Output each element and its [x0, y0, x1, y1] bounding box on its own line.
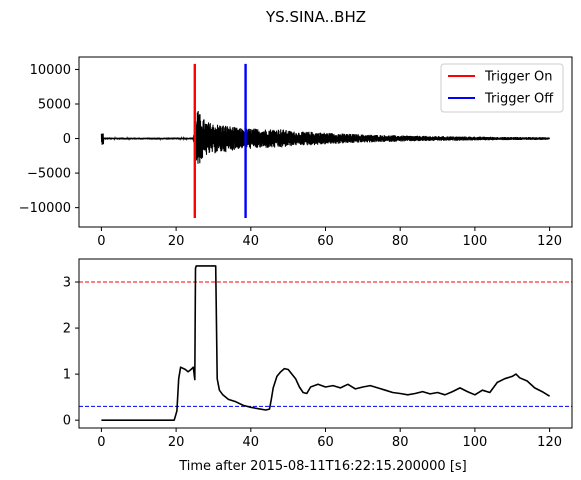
bottom-x-tick-label: 120 [537, 435, 562, 450]
bottom-x-tick-label: 40 [243, 435, 260, 450]
top-x-tick-label: 80 [392, 234, 409, 249]
bottom-y-tick-label: 1 [63, 368, 71, 383]
seismogram-trace-line [100, 110, 550, 164]
bottom-y-ticks: 0 1 2 3 [63, 276, 79, 429]
top-y-tick-label: −5000 [27, 167, 71, 182]
bottom-x-ticks: 0 20 40 60 80 100 120 [97, 428, 562, 450]
bottom-x-tick-label: 80 [392, 435, 409, 450]
top-y-ticks: −10000 −5000 0 5000 10000 [19, 63, 79, 216]
figure-title: YS.SINA..BHZ [265, 8, 366, 26]
top-x-tick-label: 0 [97, 234, 105, 249]
top-x-tick-label: 40 [243, 234, 260, 249]
bottom-x-tick-label: 20 [168, 435, 185, 450]
bottom-y-tick-label: 3 [63, 276, 71, 291]
characteristic-function-line [101, 265, 551, 422]
top-x-tick-label: 60 [317, 234, 334, 249]
bottom-x-tick-label: 60 [317, 435, 334, 450]
top-y-tick-label: 10000 [30, 63, 71, 78]
top-x-tick-label: 100 [462, 234, 487, 249]
top-y-tick-label: 5000 [38, 97, 71, 112]
top-x-tick-label: 120 [537, 234, 562, 249]
legend-label-trigger-on: Trigger On [484, 70, 552, 85]
bottom-y-tick-label: 0 [63, 414, 71, 429]
legend: Trigger On Trigger Off [440, 63, 564, 113]
legend-label-trigger-off: Trigger Off [484, 92, 554, 107]
bottom-x-tick-label: 0 [97, 435, 105, 450]
top-x-ticks: 0 20 40 60 80 100 120 [97, 227, 562, 249]
bottom-x-tick-label: 100 [462, 435, 487, 450]
bottom-x-axis-label: Time after 2015-08-11T16:22:15.200000 [s… [178, 459, 467, 474]
top-axes: 0 20 40 60 80 100 120 −10000 −5000 0 5000 10000 Tr… [19, 56, 573, 249]
bottom-axes: 0 20 40 60 80 100 120 0 1 2 3 Time after 2015-08-… [63, 258, 573, 474]
top-y-tick-label: −10000 [19, 201, 71, 216]
top-y-tick-label: 0 [63, 132, 71, 147]
seismogram-trace [100, 110, 550, 164]
bottom-y-tick-label: 2 [63, 322, 71, 337]
top-x-tick-label: 20 [168, 234, 185, 249]
